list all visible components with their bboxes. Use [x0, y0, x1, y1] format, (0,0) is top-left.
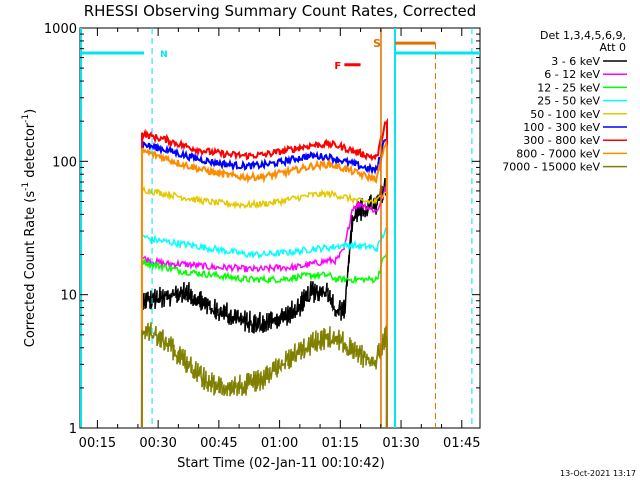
- footer-timestamp: 13-Oct-2021 13:17: [560, 469, 636, 478]
- legend-label: 3 - 6 keV: [551, 55, 600, 68]
- annotation-n: N: [160, 50, 168, 60]
- legend-title: Det 1,3,4,5,6,9,: [540, 29, 626, 42]
- legend-label: 300 - 800 keV: [523, 134, 600, 147]
- legend-label: 12 - 25 keV: [537, 81, 600, 94]
- x-tick-label: 00:15: [79, 436, 116, 451]
- series-line: [141, 185, 388, 429]
- legend-title: Att 0: [600, 41, 626, 54]
- annotation-s: S: [373, 37, 381, 50]
- legend-label: 50 - 100 keV: [530, 108, 600, 121]
- data-lines: [140, 117, 389, 429]
- x-axis-label: Start Time (02-Jan-11 00:10:42): [177, 456, 385, 471]
- y-tick-label: 1: [69, 422, 77, 437]
- night-saa-markers: N S F: [80, 28, 480, 428]
- y-axis-label: Corrected Count Rate (s-1 detector-1): [21, 109, 38, 347]
- legend-label: 800 - 7000 keV: [516, 147, 600, 160]
- series-line: [141, 177, 388, 429]
- series-line: [141, 251, 388, 429]
- x-tick-label: 01:30: [382, 436, 419, 451]
- chart-title: RHESSI Observing Summary Count Rates, Co…: [84, 2, 477, 20]
- series-line: [141, 185, 388, 429]
- y-tick-label: 100: [52, 155, 77, 170]
- x-tick-label: 01:15: [322, 436, 359, 451]
- x-axis: 00:15 00:30 00:45 01:00 01:15 01:30 01:45: [79, 28, 481, 451]
- legend-label: 25 - 50 keV: [537, 95, 600, 108]
- legend-label: 100 - 300 keV: [523, 121, 600, 134]
- y-tick-label: 1000: [44, 22, 77, 37]
- x-tick-label: 01:00: [261, 436, 298, 451]
- x-tick-label: 00:30: [139, 436, 176, 451]
- legend-label: 7000 - 15000 keV: [502, 161, 600, 174]
- plot-area: N S F: [79, 27, 481, 429]
- legend-label: 6 - 12 keV: [544, 68, 600, 81]
- x-tick-label: 01:45: [443, 436, 480, 451]
- x-tick-label: 00:45: [200, 436, 237, 451]
- series-line: [140, 136, 389, 429]
- annotation-f: F: [334, 61, 341, 72]
- series-line: [140, 117, 389, 429]
- y-tick-label: 10: [60, 289, 77, 304]
- series-line: [141, 322, 388, 429]
- series-line: [141, 227, 388, 429]
- series-line: [140, 139, 389, 429]
- y-axis: 1 10 100 1000: [44, 22, 480, 437]
